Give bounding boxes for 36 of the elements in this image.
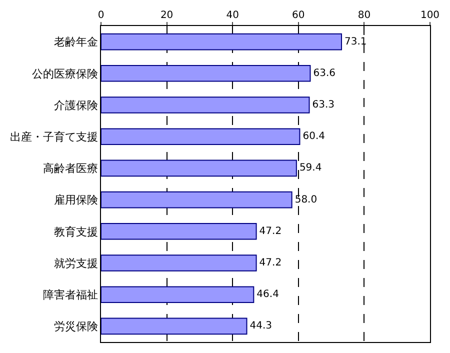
y-tick-label: 高齢者医療 xyxy=(42,162,98,176)
y-tick-label: 雇用保険 xyxy=(54,194,98,207)
bar xyxy=(101,223,257,240)
data-label: 47.2 xyxy=(259,258,282,268)
y-tick-label: 出産・子育て支援 xyxy=(10,130,98,144)
bar xyxy=(101,254,257,272)
x-tick-label: 20 xyxy=(160,10,174,21)
y-tick-label: 労災保険 xyxy=(54,320,98,334)
x-tick-label: 100 xyxy=(420,10,440,21)
y-tick-label: 障害者福祉 xyxy=(42,288,98,302)
y-tick-label: 教育支援 xyxy=(54,225,98,238)
y-tick-label: 就労支援 xyxy=(54,256,98,270)
y-tick-label: 公的医療保険 xyxy=(32,67,98,80)
data-label: 59.4 xyxy=(299,162,322,174)
x-tick-label: 40 xyxy=(226,10,239,21)
data-label: 58.0 xyxy=(294,194,318,206)
data-label: 46.4 xyxy=(256,289,279,300)
x-tick-label: 80 xyxy=(358,10,371,21)
data-label: 63.3 xyxy=(312,100,335,110)
bar xyxy=(101,65,311,82)
x-tick-label: 0 xyxy=(98,10,104,21)
data-label: 47.2 xyxy=(259,226,282,237)
bar xyxy=(101,160,297,177)
bar xyxy=(101,318,248,335)
bar xyxy=(101,96,310,114)
data-label: 63.6 xyxy=(313,68,336,79)
bar xyxy=(101,128,300,145)
y-tick-label: 老齢年金 xyxy=(54,36,98,49)
bar xyxy=(101,191,292,208)
y-tick-label: 介護保険 xyxy=(54,98,98,112)
data-label: 73.1 xyxy=(344,36,367,48)
data-label: 60.4 xyxy=(302,131,325,142)
data-label: 44.3 xyxy=(250,320,272,332)
bar xyxy=(101,286,254,303)
x-tick-label: 60 xyxy=(292,10,305,21)
bar xyxy=(101,33,342,50)
